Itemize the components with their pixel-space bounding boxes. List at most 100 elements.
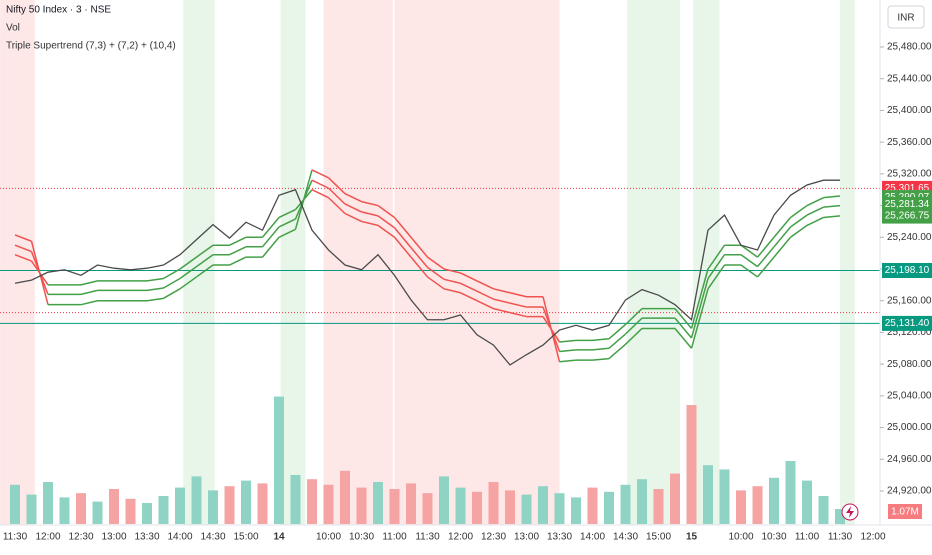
price-badge <box>882 208 932 224</box>
supertrend-segment <box>806 196 824 207</box>
supertrend-segment <box>294 169 313 230</box>
volume-bar <box>686 405 697 524</box>
supertrend-segment <box>229 256 247 266</box>
supertrend-segment <box>443 268 461 274</box>
supertrend-segment <box>361 200 379 207</box>
supertrend-segment <box>460 272 478 282</box>
x-tick-label: 15:00 <box>646 532 671 543</box>
indicator-label[interactable]: Triple Supertrend (7,3) + (7,2) + (10,4) <box>6 41 176 52</box>
supertrend-segment <box>179 256 197 270</box>
price-badge <box>882 197 932 213</box>
volume-bar <box>175 487 185 524</box>
supertrend-segment <box>624 308 643 326</box>
x-tick-label: 11:00 <box>795 532 820 543</box>
currency-label[interactable]: INR <box>897 13 914 24</box>
x-tick-label: 12:00 <box>860 532 885 543</box>
supertrend-segment <box>624 327 643 345</box>
y-tick-label: 25,080.00 <box>887 359 932 370</box>
supertrend-segment <box>493 298 511 304</box>
supertrend-segment <box>559 359 577 363</box>
supertrend-segment <box>790 214 808 228</box>
supertrend-segment <box>278 228 296 238</box>
volume-bar <box>604 491 614 524</box>
volume-bar <box>538 486 548 524</box>
y-tick-label: 25,360.00 <box>887 137 932 148</box>
axis-layer: 25,480.00 25,440.00 25,400.00 25,360.00 25,3… <box>3 42 932 543</box>
volume-bar <box>158 496 169 524</box>
events-icon-bolt <box>846 506 854 518</box>
supertrend-segment <box>674 327 693 349</box>
x-tick-label: 12:30 <box>68 532 93 543</box>
volume-bar <box>422 493 433 524</box>
supertrend-segment <box>608 333 626 349</box>
volume-bar <box>241 480 251 524</box>
supertrend-segment <box>311 179 329 189</box>
x-tick-label: 12:00 <box>35 532 60 543</box>
supertrend-segment <box>542 296 561 362</box>
x-tick-label: 10:30 <box>761 532 786 543</box>
supertrend-segment <box>443 278 461 285</box>
x-tick-label: 10:00 <box>316 532 341 543</box>
trend-region <box>840 0 855 525</box>
volume-bar <box>670 473 680 524</box>
supertrend-segment <box>196 264 214 278</box>
supertrend-segment <box>361 220 379 227</box>
x-tick-label: 15 <box>686 532 698 543</box>
supertrend-segment <box>509 302 527 308</box>
y-tick-label: 25,120.00 <box>887 327 932 338</box>
x-tick-label: 11:30 <box>828 532 853 543</box>
supertrend-segment <box>690 268 709 329</box>
supertrend-segment <box>196 244 214 258</box>
volume-bar <box>125 498 136 524</box>
volume-bar <box>587 487 598 524</box>
supertrend-segment <box>344 203 362 213</box>
supertrend-segment <box>377 224 395 238</box>
price-line <box>14 179 840 366</box>
x-tick-label: 10:30 <box>349 532 374 543</box>
x-tick-label: 12:00 <box>448 532 473 543</box>
supertrend-segment <box>443 288 461 294</box>
indicator-label[interactable]: Vol <box>6 23 20 34</box>
supertrend-segment <box>509 292 527 298</box>
supertrend-segment <box>509 311 527 318</box>
volume-bar <box>719 469 730 524</box>
volume-bar <box>571 497 581 524</box>
supertrend-segment <box>476 280 494 290</box>
supertrend-segment <box>261 226 280 248</box>
trend-region <box>394 0 560 525</box>
supertrend-segment <box>427 256 445 270</box>
volume-bar <box>389 489 400 524</box>
volume-bar <box>92 501 103 524</box>
volume-bar <box>835 509 845 524</box>
volume-bar <box>109 489 119 524</box>
supertrend-segment <box>327 177 346 195</box>
supertrend-segment <box>460 292 478 302</box>
trend-region <box>693 0 720 525</box>
x-tick-label: 14:30 <box>200 532 225 543</box>
supertrend-segment <box>756 236 775 258</box>
supertrend-segment <box>278 208 296 219</box>
price-badge-label: 25,266.75 <box>885 211 930 222</box>
volume-bar <box>752 486 763 524</box>
supertrend-segment <box>773 226 792 248</box>
supertrend-segment <box>592 338 610 342</box>
supertrend-segment <box>344 193 362 203</box>
volume-bar <box>224 486 235 524</box>
supertrend-segment <box>30 241 49 305</box>
volume-bar <box>290 475 301 524</box>
y-tick-label: 25,040.00 <box>887 390 932 401</box>
volume-bar <box>653 489 664 524</box>
x-tick-label: 13:30 <box>134 532 159 543</box>
y-tick-label: 25,000.00 <box>887 422 932 433</box>
volume-bar <box>802 480 812 524</box>
supertrend-segment <box>261 216 280 238</box>
volume-bar <box>406 483 416 524</box>
x-tick-label: 11:00 <box>382 532 407 543</box>
currency-button[interactable] <box>887 5 925 29</box>
x-tick-label: 13:30 <box>547 532 572 543</box>
x-tick-label: 14:00 <box>167 532 192 543</box>
x-tick-label: 11:30 <box>415 532 440 543</box>
volume-bar <box>554 493 565 524</box>
volume-badge-label: 1.07M <box>891 507 919 518</box>
